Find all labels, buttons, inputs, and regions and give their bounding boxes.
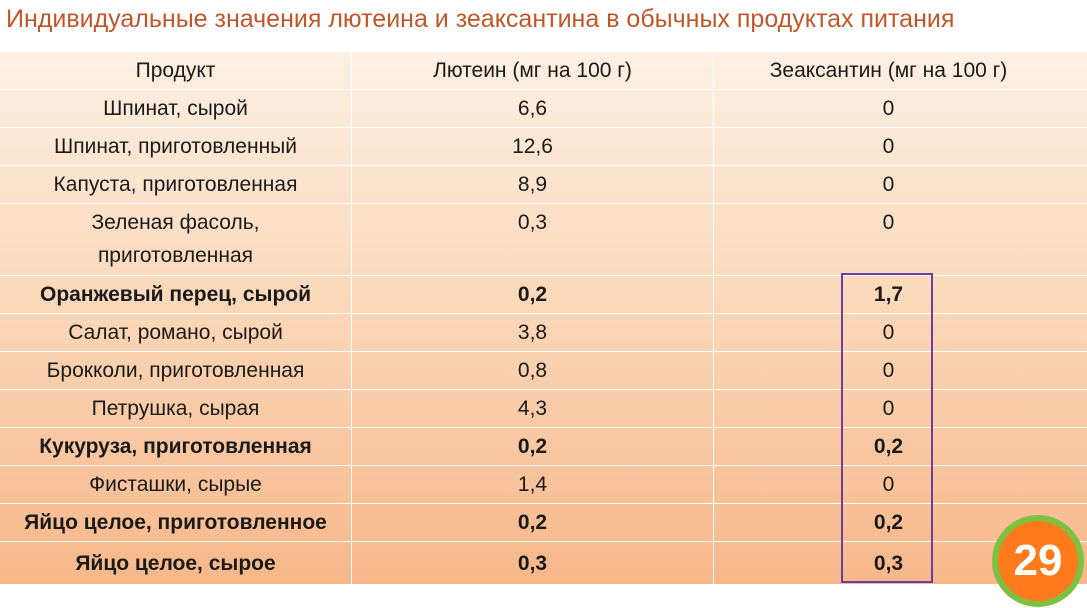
zeaxanthin-cell: 0 bbox=[713, 352, 1063, 389]
table-row: Салат, романо, сырой 3,8 0 bbox=[0, 314, 1087, 352]
zeaxanthin-cell: 0,2 bbox=[713, 504, 1063, 541]
table-row: Зеленая фасоль, приготовленная 0,3 0 bbox=[0, 204, 1087, 276]
table-header-row: Продукт Лютеин (мг на 100 г) Зеаксантин … bbox=[0, 52, 1087, 90]
zeaxanthin-cell: 0 bbox=[713, 166, 1063, 203]
lutein-cell: 4,3 bbox=[351, 390, 713, 427]
table-row: Петрушка, сырая 4,3 0 bbox=[0, 390, 1087, 428]
product-cell: Яйцо целое, приготовленное bbox=[24, 511, 327, 534]
zeaxanthin-cell: 0,2 bbox=[713, 428, 1063, 465]
table-row: Шпинат, приготовленный 12,6 0 bbox=[0, 128, 1087, 166]
nutrient-table: Продукт Лютеин (мг на 100 г) Зеаксантин … bbox=[0, 52, 1087, 584]
zeaxanthin-cell: 0 bbox=[713, 314, 1063, 351]
lutein-cell: 12,6 bbox=[351, 128, 713, 165]
product-cell: Салат, романо, сырой bbox=[68, 321, 283, 344]
product-cell: Кукуруза, приготовленная bbox=[39, 435, 312, 458]
lutein-cell: 0,2 bbox=[351, 276, 713, 313]
channel-badge: 29 bbox=[992, 515, 1084, 607]
table-row: Оранжевый перец, сырой 0,2 1,7 bbox=[0, 276, 1087, 314]
product-cell: Оранжевый перец, сырой bbox=[39, 283, 312, 306]
lutein-cell: 1,4 bbox=[351, 466, 713, 503]
zeaxanthin-cell: 0 bbox=[713, 466, 1063, 503]
product-cell: Шпинат, сырой bbox=[103, 97, 248, 120]
table-row: Капуста, приготовленная 8,9 0 bbox=[0, 166, 1087, 204]
product-cell: Яйцо целое, сырое bbox=[75, 551, 276, 575]
product-cell: Фисташки, сырые bbox=[89, 473, 262, 496]
header-lutein: Лютеин (мг на 100 г) bbox=[351, 52, 713, 89]
table-row: Шпинат, сырой 6,6 0 bbox=[0, 90, 1087, 128]
zeaxanthin-cell: 0 bbox=[713, 390, 1063, 427]
badge-number: 29 bbox=[1013, 536, 1063, 585]
lutein-cell: 6,6 bbox=[351, 90, 713, 127]
product-cell: Капуста, приготовленная bbox=[53, 173, 298, 196]
lutein-cell: 0,2 bbox=[351, 504, 713, 541]
lutein-cell: 0,8 bbox=[351, 352, 713, 389]
product-cell: Брокколи, приготовленная bbox=[46, 359, 305, 382]
page-title: Индивидуальные значения лютеина и зеакса… bbox=[6, 5, 955, 33]
product-cell: Петрушка, сырая bbox=[91, 397, 260, 420]
table-row: Яйцо целое, сырое 0,3 0,3 bbox=[0, 542, 1087, 584]
lutein-cell: 0,2 bbox=[351, 428, 713, 465]
zeaxanthin-cell: 0 bbox=[713, 128, 1063, 165]
zeaxanthin-cell: 0,3 bbox=[713, 542, 1063, 584]
table-row: Кукуруза, приготовленная 0,2 0,2 bbox=[0, 428, 1087, 466]
table-row: Яйцо целое, приготовленное 0,2 0,2 bbox=[0, 504, 1087, 542]
lutein-cell: 0,3 bbox=[351, 542, 713, 584]
product-cell: Зеленая фасоль, приготовленная bbox=[91, 211, 260, 267]
zeaxanthin-cell: 0 bbox=[713, 90, 1063, 127]
lutein-cell: 0,3 bbox=[351, 204, 713, 275]
zeaxanthin-cell: 1,7 bbox=[713, 276, 1063, 313]
lutein-cell: 3,8 bbox=[351, 314, 713, 351]
table-row: Фисташки, сырые 1,4 0 bbox=[0, 466, 1087, 504]
header-product: Продукт bbox=[135, 59, 216, 82]
lutein-cell: 8,9 bbox=[351, 166, 713, 203]
zeaxanthin-cell: 0 bbox=[713, 204, 1063, 275]
product-cell: Шпинат, приготовленный bbox=[53, 135, 297, 158]
header-zeaxanthin: Зеаксантин (мг на 100 г) bbox=[713, 52, 1063, 89]
table-row: Брокколи, приготовленная 0,8 0 bbox=[0, 352, 1087, 390]
